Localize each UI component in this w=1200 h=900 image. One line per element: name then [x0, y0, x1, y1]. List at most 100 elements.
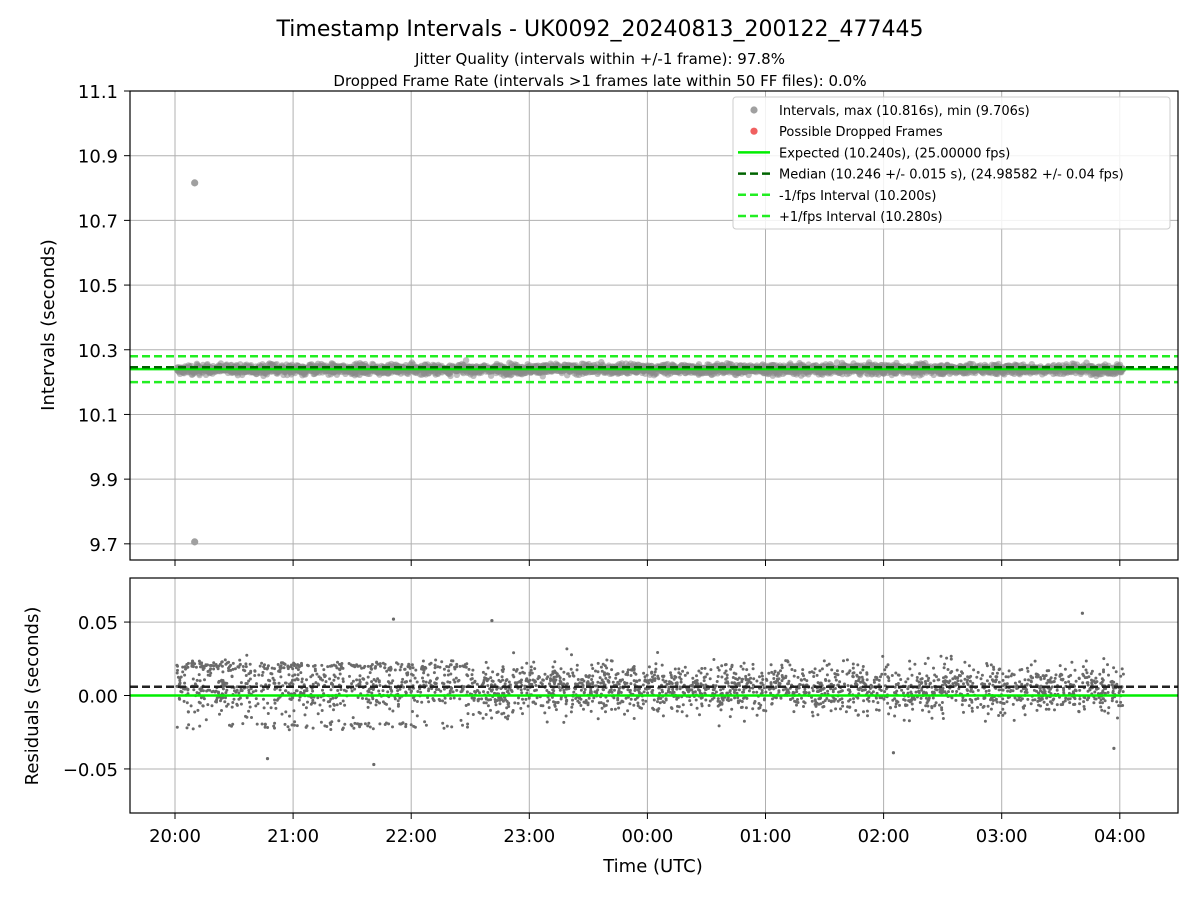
residual-point [367, 721, 371, 725]
residual-point [572, 690, 576, 694]
residual-point [300, 680, 304, 684]
residual-point [1027, 678, 1030, 682]
residual-point [355, 684, 359, 688]
residual-point [316, 712, 320, 716]
residual-point [182, 699, 186, 703]
residual-point [237, 691, 241, 695]
residual-point [503, 682, 507, 686]
residual-point [381, 689, 385, 693]
residual-point [827, 679, 831, 683]
residual-point [547, 706, 551, 710]
residual-point [248, 662, 252, 666]
residual-point [940, 701, 944, 704]
residual-point [989, 707, 993, 711]
residual-point [185, 701, 189, 705]
residual-point [935, 675, 938, 679]
residual-point [366, 705, 370, 709]
residual-point [802, 700, 806, 704]
residual-point [365, 681, 369, 685]
residual-point [423, 720, 427, 724]
residual-point [975, 675, 979, 679]
residual-point [691, 676, 695, 680]
residual-point [471, 668, 475, 672]
residual-point [579, 688, 583, 692]
residual-point [732, 691, 736, 694]
residual-point [603, 664, 607, 668]
residual-point [251, 690, 255, 694]
residual-point [247, 688, 251, 692]
residual-point [387, 673, 391, 677]
residual-point [186, 710, 190, 714]
residual-point [348, 674, 351, 678]
residual-point [632, 717, 636, 720]
residual-point [759, 681, 763, 685]
residual-point [673, 667, 677, 671]
residual-point [465, 662, 469, 666]
residual-point [760, 674, 764, 678]
residual-point [963, 677, 967, 681]
residual-point [413, 676, 417, 680]
residual-point [1029, 680, 1033, 684]
residual-point [1064, 681, 1067, 684]
residual-point [728, 715, 732, 719]
residual-point [607, 672, 611, 676]
residual-point [629, 682, 633, 686]
residual-point [1102, 657, 1106, 661]
residual-point [851, 675, 855, 679]
residual-point [815, 673, 819, 677]
residual-point [851, 666, 855, 670]
residual-point [591, 674, 595, 678]
residual-point [1035, 708, 1039, 712]
residual-point [529, 665, 533, 669]
residual-point [610, 668, 614, 672]
residual-point [1103, 709, 1107, 713]
residual-point [421, 679, 425, 683]
residual-point [715, 680, 719, 683]
residual-point [881, 654, 885, 658]
residual-point [941, 712, 945, 715]
residual-point [533, 680, 537, 684]
residual-point [972, 668, 976, 672]
residual-point [642, 671, 646, 675]
residual-point [208, 664, 212, 667]
residual-point [752, 690, 755, 694]
residual-point [256, 702, 260, 706]
residual-point [893, 697, 897, 701]
residual-point [383, 723, 387, 726]
residual-point [584, 674, 588, 678]
residual-point [714, 690, 718, 694]
residual-point [927, 676, 931, 680]
residual-point [1023, 704, 1027, 708]
interval-outlier-point [191, 538, 199, 546]
residual-point [683, 665, 687, 669]
residual-point [1033, 659, 1037, 663]
residual-point [448, 691, 452, 695]
residual-point [1029, 675, 1033, 679]
residual-point [1055, 703, 1059, 707]
residual-point [634, 672, 638, 676]
residual-point [1037, 703, 1041, 707]
residual-point [381, 700, 385, 704]
residual-point [540, 682, 544, 686]
residual-point [183, 673, 187, 677]
residual-point [564, 702, 568, 706]
residual-point [470, 673, 474, 677]
residual-point [770, 702, 774, 705]
residual-point [248, 677, 252, 681]
residual-point [450, 659, 453, 663]
residual-point [626, 668, 630, 672]
residual-point [938, 703, 941, 707]
residual-point [395, 661, 398, 665]
x-tick-label: 03:00 [976, 826, 1028, 847]
residual-point [341, 680, 345, 683]
residual-point [623, 712, 626, 716]
residual-point [592, 696, 596, 700]
residual-point [966, 689, 969, 692]
residual-point [669, 671, 672, 675]
residual-point [276, 697, 280, 701]
residual-point [304, 706, 308, 710]
residual-point [336, 676, 340, 680]
residual-point [245, 653, 249, 657]
residual-point [623, 682, 627, 686]
residual-point [443, 673, 447, 677]
